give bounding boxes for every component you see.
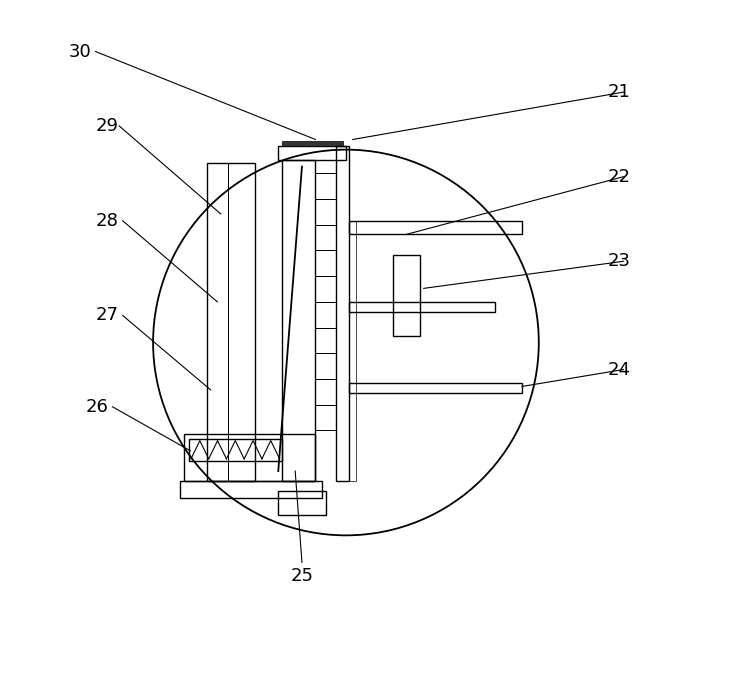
Bar	[349, 302, 495, 312]
Text: 26: 26	[85, 398, 108, 416]
Bar	[184, 434, 316, 482]
Text: 27: 27	[95, 306, 119, 325]
Text: 24: 24	[607, 360, 630, 379]
Bar	[349, 221, 356, 482]
Bar	[316, 225, 336, 251]
Text: 21: 21	[607, 83, 630, 101]
Text: 23: 23	[607, 252, 630, 271]
Bar	[316, 353, 336, 379]
Bar	[278, 147, 346, 160]
Bar	[282, 160, 316, 482]
Text: 25: 25	[290, 567, 313, 585]
Text: 22: 22	[607, 168, 630, 186]
Bar	[316, 251, 336, 276]
Text: 28: 28	[95, 212, 119, 229]
Bar	[316, 302, 336, 327]
Bar	[336, 147, 349, 482]
Bar	[282, 141, 342, 147]
Bar	[349, 221, 522, 234]
Bar	[316, 379, 336, 405]
Bar	[180, 482, 322, 498]
Bar	[393, 255, 420, 336]
Bar	[316, 199, 336, 225]
Bar	[316, 327, 336, 353]
Bar	[278, 491, 326, 515]
Bar	[316, 173, 336, 199]
Bar	[189, 438, 282, 461]
Text: 29: 29	[95, 117, 119, 135]
Bar	[349, 383, 522, 393]
Bar	[316, 405, 336, 430]
Bar	[316, 276, 336, 302]
Text: 30: 30	[69, 42, 91, 60]
Bar	[207, 163, 254, 482]
